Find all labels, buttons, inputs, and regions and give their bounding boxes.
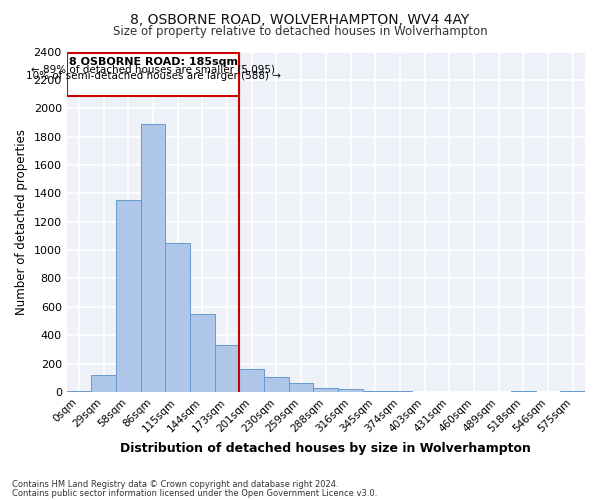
X-axis label: Distribution of detached houses by size in Wolverhampton: Distribution of detached houses by size … — [121, 442, 531, 455]
Bar — [363, 391, 388, 392]
Bar — [215, 345, 239, 392]
Text: 10% of semi-detached houses are larger (588) →: 10% of semi-detached houses are larger (… — [26, 72, 281, 82]
Bar — [116, 200, 141, 392]
Bar — [264, 377, 289, 392]
Bar — [67, 53, 239, 96]
Bar — [91, 375, 116, 392]
Bar — [388, 391, 412, 392]
Text: ← 89% of detached houses are smaller (5,095): ← 89% of detached houses are smaller (5,… — [31, 64, 275, 74]
Text: Contains public sector information licensed under the Open Government Licence v3: Contains public sector information licen… — [12, 488, 377, 498]
Y-axis label: Number of detached properties: Number of detached properties — [15, 128, 28, 314]
Bar — [313, 388, 338, 392]
Bar — [239, 370, 264, 392]
Bar — [141, 124, 166, 392]
Bar — [190, 314, 215, 392]
Bar — [511, 391, 536, 392]
Text: Size of property relative to detached houses in Wolverhampton: Size of property relative to detached ho… — [113, 25, 487, 38]
Bar — [166, 243, 190, 392]
Text: 8, OSBORNE ROAD, WOLVERHAMPTON, WV4 4AY: 8, OSBORNE ROAD, WOLVERHAMPTON, WV4 4AY — [130, 12, 470, 26]
Bar — [338, 389, 363, 392]
Bar — [289, 384, 313, 392]
Bar — [67, 391, 91, 392]
Text: 8 OSBORNE ROAD: 185sqm: 8 OSBORNE ROAD: 185sqm — [68, 57, 238, 67]
Bar — [560, 391, 585, 392]
Text: Contains HM Land Registry data © Crown copyright and database right 2024.: Contains HM Land Registry data © Crown c… — [12, 480, 338, 489]
